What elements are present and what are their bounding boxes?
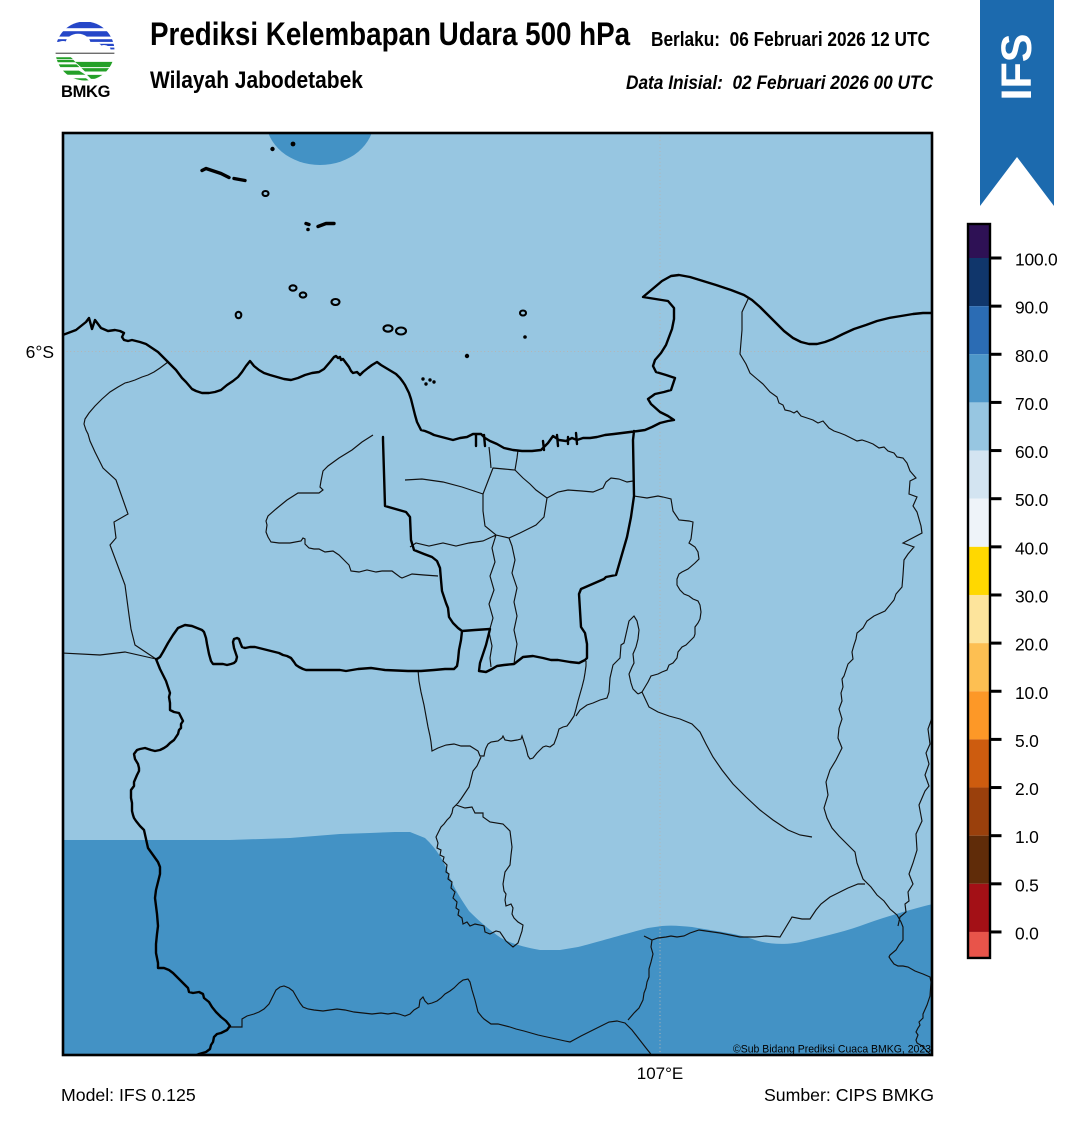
svg-text:60.0: 60.0 <box>1015 442 1048 462</box>
svg-text:20.0: 20.0 <box>1015 635 1048 655</box>
svg-text:0.5: 0.5 <box>1015 875 1039 895</box>
svg-text:0.0: 0.0 <box>1015 923 1039 943</box>
svg-text:70.0: 70.0 <box>1015 394 1048 414</box>
svg-text:10.0: 10.0 <box>1015 683 1048 703</box>
svg-text:5.0: 5.0 <box>1015 731 1039 751</box>
svg-text:©Sub Bidang Prediksi Cuaca BMK: ©Sub Bidang Prediksi Cuaca BMKG, 2023 <box>733 1044 931 1056</box>
svg-text:IFS: IFS <box>993 34 1041 101</box>
svg-text:100.0: 100.0 <box>1015 250 1058 270</box>
svg-text:50.0: 50.0 <box>1015 490 1048 510</box>
svg-text:40.0: 40.0 <box>1015 538 1048 558</box>
svg-text:80.0: 80.0 <box>1015 346 1048 366</box>
svg-text:1.0: 1.0 <box>1015 827 1039 847</box>
svg-text:90.0: 90.0 <box>1015 298 1048 318</box>
svg-text:30.0: 30.0 <box>1015 586 1048 606</box>
svg-text:2.0: 2.0 <box>1015 779 1039 799</box>
